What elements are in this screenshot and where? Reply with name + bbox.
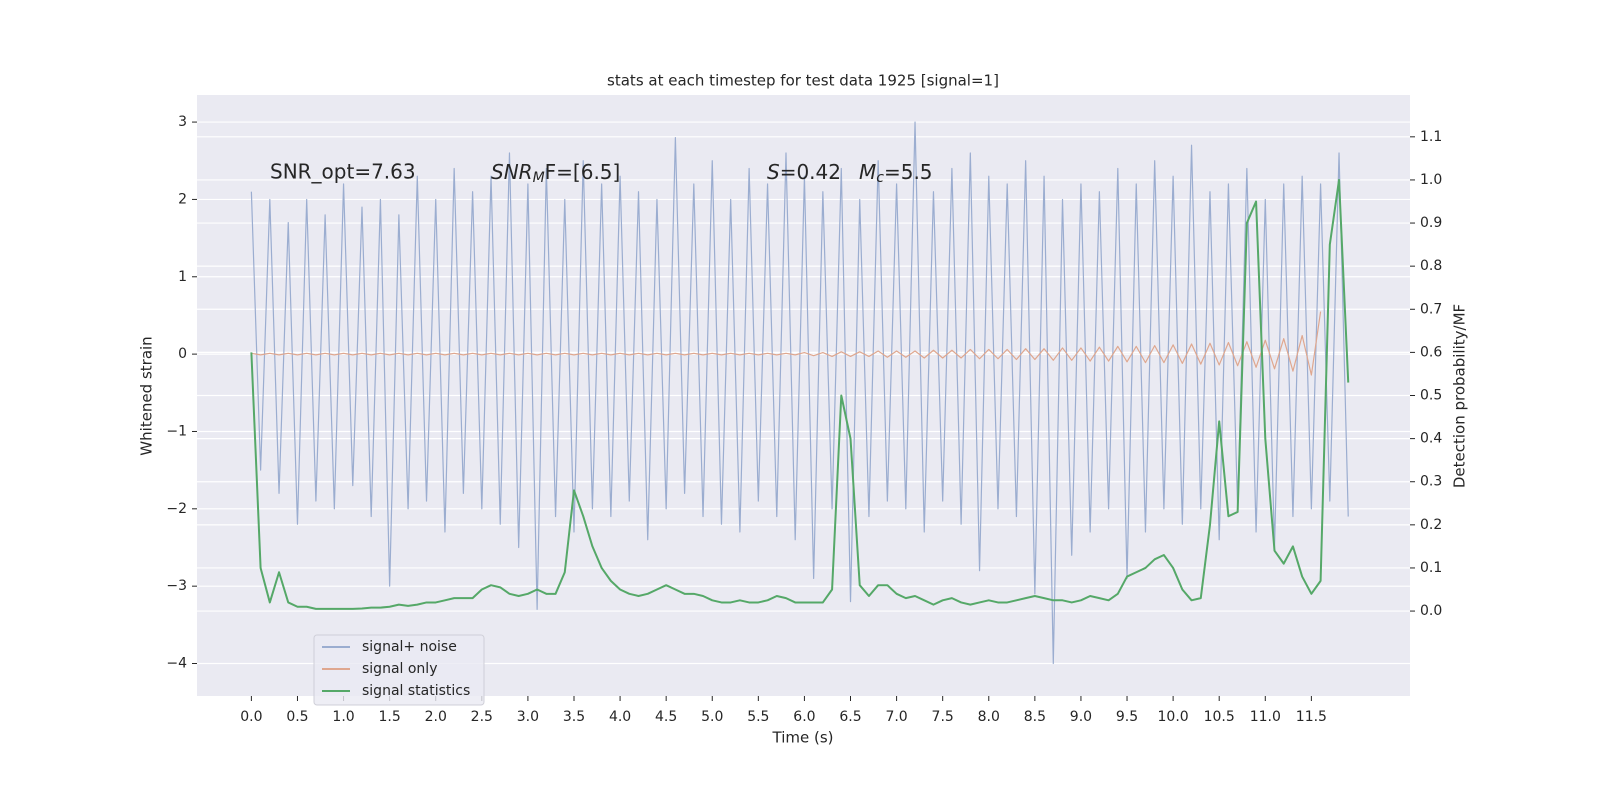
x-tick-label: 6.0 [793,709,815,725]
annotation-base: S [767,160,780,184]
y2-tick-label: 0.4 [1420,431,1442,447]
y2-tick-label: 0.5 [1420,388,1442,404]
x-tick-label: 4.5 [655,709,677,725]
x-tick-label: 8.5 [1024,709,1046,725]
y2-tick-label: 0.6 [1420,344,1442,360]
x-tick-label: 5.5 [747,709,769,725]
x-tick-label: 3.0 [517,709,539,725]
y2-tick-label: 1.0 [1420,172,1442,188]
annotation-sub: c [876,170,884,186]
y2-axis-label: Detection probability/MF [1451,304,1469,488]
annotation-rest: =0.42 [780,160,841,184]
y-tick-label: 0 [178,346,187,362]
chart-title: stats at each timestep for test data 192… [607,72,999,90]
annotation: Mc=5.5 [859,160,933,187]
x-tick-label: 10.0 [1158,709,1189,725]
x-tick-label: 1.5 [379,709,401,725]
y2-tick-label: 1.1 [1420,129,1442,145]
x-tick-label: 11.0 [1250,709,1281,725]
x-tick-label: 10.5 [1204,709,1235,725]
legend-label: signal statistics [362,683,470,699]
annotation-rest: =5.5 [884,160,933,184]
x-tick-label: 0.5 [286,709,308,725]
series-line [250,178,1350,610]
x-tick-label: 2.0 [425,709,447,725]
x-tick-label: 5.0 [701,709,723,725]
annotation-sub: M [533,170,545,186]
y2-tick-label: 0.0 [1420,603,1442,619]
x-tick-label: 7.5 [932,709,954,725]
y2-tick-label: 0.7 [1420,301,1442,317]
legend-box [313,634,485,706]
y-tick-label: −1 [166,423,187,439]
y-tick-label: 2 [178,191,187,207]
y-tick-label: 1 [178,269,187,285]
x-tick-label: 3.5 [563,709,585,725]
x-tick-label: 11.5 [1296,709,1327,725]
y-tick-label: 3 [178,114,187,130]
annotation: S=0.42 [767,160,841,184]
x-tick-label: 6.5 [839,709,861,725]
legend-label: signal only [362,661,437,677]
y-tick-label: −2 [166,501,187,517]
legend-label: signal+ noise [362,639,457,655]
x-tick-label: 4.0 [609,709,631,725]
annotation-base: M [859,160,876,184]
x-tick-label: 7.0 [885,709,907,725]
series-line [251,311,1322,376]
y2-tick-label: 0.1 [1420,560,1442,576]
y2-tick-label: 0.9 [1420,215,1442,231]
x-tick-label: 9.5 [1116,709,1138,725]
annotation-rest: F=[6.5] [545,160,621,184]
y-tick-label: −4 [166,656,187,672]
x-tick-label: 8.0 [978,709,1000,725]
y2-tick-label: 0.2 [1420,517,1442,533]
y-axis-label: Whitened strain [138,336,156,455]
y-tick-label: −3 [166,578,187,594]
x-tick-label: 1.0 [332,709,354,725]
annotation: SNRMF=[6.5] [491,160,620,187]
x-axis-label: Time (s) [772,729,834,747]
x-tick-label: 9.0 [1070,709,1092,725]
x-tick-label: 2.5 [471,709,493,725]
series-line [250,121,1349,665]
annotation: SNR_opt=7.63 [270,160,416,184]
x-tick-label: 0.0 [240,709,262,725]
annotation-base: SNR [491,160,533,184]
y2-tick-label: 0.3 [1420,474,1442,490]
y2-tick-label: 0.8 [1420,258,1442,274]
